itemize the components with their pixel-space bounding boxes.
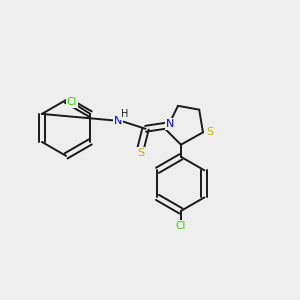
Text: S: S	[137, 148, 144, 158]
Text: N: N	[114, 116, 122, 126]
Text: H: H	[121, 109, 128, 119]
Text: N: N	[166, 119, 175, 129]
Text: S: S	[206, 127, 213, 137]
Text: Cl: Cl	[67, 97, 77, 107]
Text: Cl: Cl	[176, 221, 186, 231]
